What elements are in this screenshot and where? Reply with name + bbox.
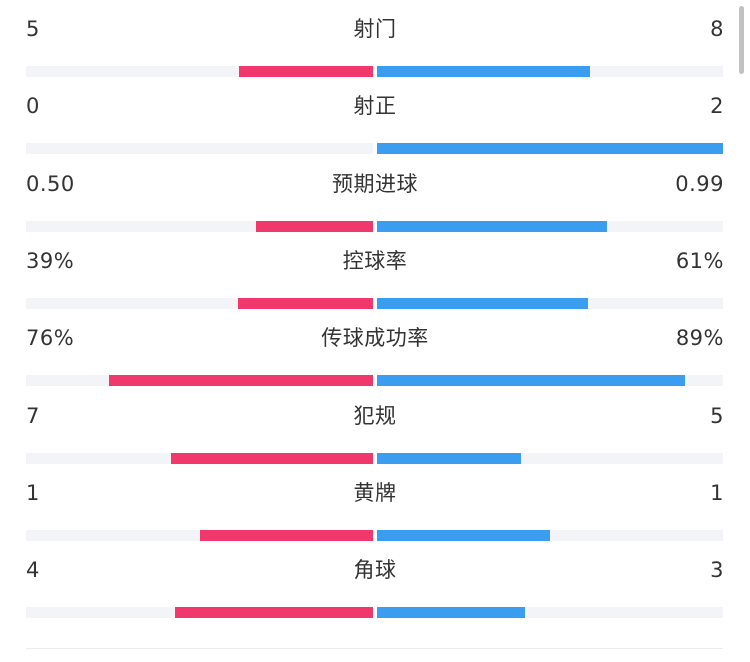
home-bar-track (26, 66, 373, 77)
away-bar (377, 453, 522, 464)
stat-row: 4 角球 3 (0, 553, 750, 631)
home-bar-track (26, 453, 373, 464)
away-bar-track (377, 221, 723, 232)
home-bar-track (26, 298, 373, 309)
home-value: 5 (26, 17, 40, 41)
away-value: 89% (675, 326, 724, 350)
home-bar (109, 375, 373, 386)
home-bar-track (26, 221, 373, 232)
stat-row: 76% 传球成功率 89% (0, 321, 750, 399)
away-value: 3 (710, 558, 724, 582)
away-value: 0.99 (675, 172, 724, 196)
away-value: 5 (710, 404, 724, 428)
away-value: 61% (675, 249, 724, 273)
home-bar-track (26, 607, 373, 618)
away-bar-track (377, 453, 723, 464)
away-bar (377, 607, 526, 618)
away-bar-track (377, 607, 723, 618)
stat-name: 射门 (353, 17, 397, 41)
home-bar (170, 453, 373, 464)
away-bar-track (377, 143, 723, 154)
away-bar-track (377, 298, 723, 309)
stat-row: 0.50 预期进球 0.99 (0, 167, 750, 245)
home-bar-track (26, 530, 373, 541)
home-bar (256, 221, 373, 232)
stat-row: 39% 控球率 61% (0, 244, 750, 322)
home-value: 1 (26, 481, 40, 505)
home-bar-track (26, 143, 373, 154)
stat-row: 0 射正 2 (0, 89, 750, 167)
home-value: 0.50 (26, 172, 75, 196)
away-bar (377, 66, 590, 77)
away-bar (377, 298, 589, 309)
away-bar (377, 375, 685, 386)
home-value: 76% (26, 326, 75, 350)
away-bar-track (377, 530, 723, 541)
scrollbar[interactable] (739, 6, 744, 74)
stat-row: 5 射门 8 (0, 12, 750, 90)
home-bar (174, 607, 373, 618)
home-bar (239, 66, 373, 77)
away-value: 8 (710, 17, 724, 41)
away-value: 2 (710, 94, 724, 118)
stat-name: 传球成功率 (321, 326, 429, 350)
away-bar (377, 221, 607, 232)
stat-name: 预期进球 (332, 172, 418, 196)
home-bar-track (26, 375, 373, 386)
bottom-divider (26, 648, 723, 649)
home-value: 0 (26, 94, 40, 118)
stat-name: 犯规 (353, 404, 397, 428)
home-bar (199, 530, 373, 541)
away-bar-track (377, 375, 723, 386)
stat-name: 射正 (353, 94, 397, 118)
away-bar-track (377, 66, 723, 77)
stat-name: 角球 (353, 558, 397, 582)
stat-row: 1 黄牌 1 (0, 476, 750, 554)
home-bar (237, 298, 373, 309)
stat-name: 控球率 (342, 249, 408, 273)
home-value: 4 (26, 558, 40, 582)
stat-name: 黄牌 (353, 481, 397, 505)
stat-row: 7 犯规 5 (0, 399, 750, 477)
away-bar (377, 143, 723, 154)
away-value: 1 (710, 481, 724, 505)
away-bar (377, 530, 550, 541)
home-value: 7 (26, 404, 40, 428)
home-value: 39% (26, 249, 75, 273)
